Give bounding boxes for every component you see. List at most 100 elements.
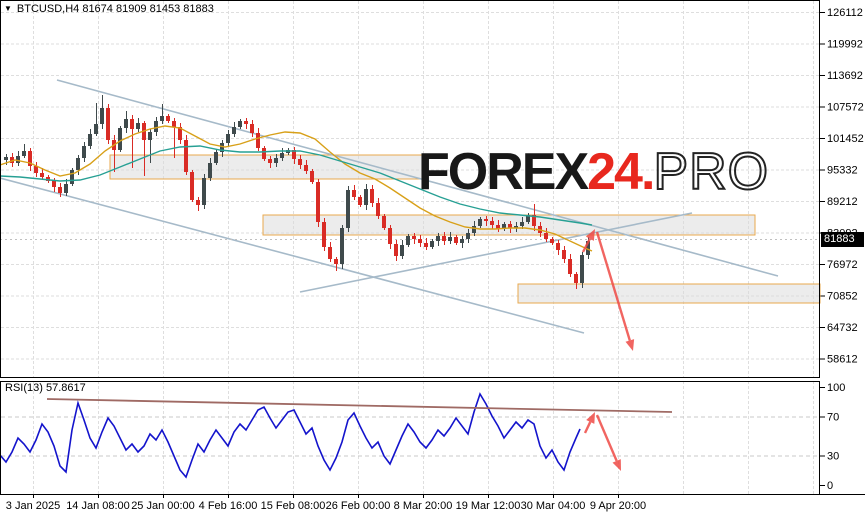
candle-body [472,226,476,233]
current-price-badge: 81883 [821,232,864,247]
watermark-dot: . [640,143,656,201]
candle-body [418,239,422,243]
rsi-panel-frame [0,381,820,495]
candle-body [178,127,182,140]
candle-body [280,153,284,158]
trendlines[interactable] [0,79,779,334]
candle-body [58,187,62,193]
zone-rect[interactable] [517,283,821,304]
candle-body [4,157,8,160]
candle-body [400,245,404,256]
candle-body [166,116,170,121]
candle-body [202,178,206,205]
indicator-label: RSI(13) 57.8617 [5,382,86,394]
price-axis-label: 58612 [827,354,858,366]
candle-body [16,156,20,163]
candle-body [154,121,158,132]
price-axis-label: 89212 [827,196,858,208]
forecast-arrow-shaft [595,414,618,462]
ma-fast-line[interactable] [0,125,593,252]
candle-body [508,224,512,228]
candle-body [574,274,578,283]
panel-frames [0,0,865,495]
watermark-forex: FOREX [418,143,589,201]
candle-body [586,241,590,255]
candle-body [556,243,560,250]
candle-body [292,150,296,159]
candle-body [208,163,212,178]
candle-body [580,255,584,283]
price-axis-label: 76972 [827,259,858,271]
forecast-arrow-shaft [595,231,631,341]
date-label: 25 Jan 00:00 [131,500,195,512]
price-axis-label: 95332 [827,165,858,177]
candle-body [130,119,134,129]
date-label: 3 Jan 2025 [6,500,60,512]
price-axis-label: 70852 [827,291,858,303]
candle-body [124,119,128,128]
candle-body [406,236,410,245]
candle-body [34,166,38,173]
price-axis-label: 64732 [827,322,858,334]
trendline[interactable] [299,212,693,293]
candle-body [544,233,548,239]
candle-body [10,157,14,163]
candle-body [82,146,86,158]
candle-body [274,158,278,163]
price-axis-label: 126112 [827,7,863,19]
candle-body [70,170,74,184]
symbol-ohlc-text: BTCUSD,H4 81674 81909 81453 81883 [16,3,214,15]
candle-body [376,203,380,216]
candle-body [40,173,44,177]
candle-body [328,247,332,259]
date-label: 19 Mar 12:00 [456,500,521,512]
rsi-axis-label: 70 [827,411,839,423]
candle-body [136,123,140,129]
candle-body [484,219,488,221]
candle-body [172,121,176,127]
candle-body [52,181,56,187]
candle-body [502,224,506,229]
forecast-arrows[interactable] [581,229,635,471]
candle-body [478,219,482,226]
candle-body [304,165,308,171]
zone-rect[interactable] [109,154,426,180]
forecast-arrow-head [612,459,621,471]
candle-body [568,259,572,274]
candle-body [226,134,230,143]
candle-body [562,250,566,259]
candle-body [214,152,218,163]
candle-body [316,182,320,222]
candle-body [46,177,50,181]
candle-body [514,226,518,228]
candle-body [298,159,302,165]
candle-body [526,215,530,222]
candle-body [196,200,200,205]
candle-body [550,239,554,243]
ma-slow-line[interactable] [0,145,593,226]
price-axis-label: 119992 [827,39,863,51]
candle-body [256,133,260,148]
candle-body [454,237,458,243]
trendline[interactable] [56,79,779,277]
candle-body [238,121,242,127]
candle-body [268,159,272,163]
candle-body [460,239,464,243]
date-label: 4 Feb 16:00 [199,500,258,512]
candle-body [184,140,188,172]
candle-body [28,151,32,166]
symbol-dropdown-icon[interactable]: ▼ [4,4,12,13]
forecast-arrow-head [625,339,635,351]
rsi-trendline[interactable] [46,398,673,413]
trendline[interactable] [0,177,585,334]
watermark-24: 24 [587,143,643,201]
date-label: 26 Feb 00:00 [326,500,391,512]
candle-body [436,236,440,241]
candle-body [190,172,194,200]
candle-body [412,236,416,239]
candle-body [370,189,374,203]
date-label: 9 Apr 20:00 [590,500,646,512]
